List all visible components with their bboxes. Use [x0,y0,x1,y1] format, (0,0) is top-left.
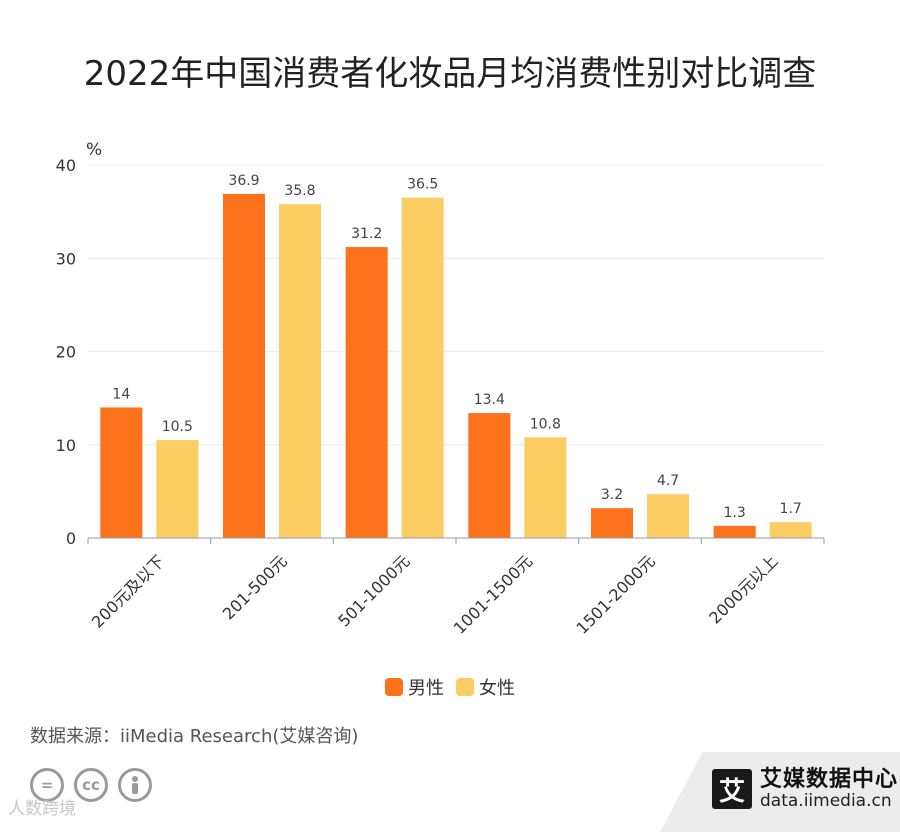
data-label: 10.5 [162,419,193,435]
data-label: 36.9 [228,173,259,189]
legend-swatch [456,678,474,696]
watermark: 人数跨境 [8,799,76,819]
bars [100,193,812,539]
bar-0-0 [100,407,143,538]
y-tick-label: 20 [56,343,76,362]
brand-logo-icon: 艾 [712,769,752,810]
data-label: 4.7 [657,473,679,489]
y-tick-label: 40 [56,156,76,175]
data-label: 35.8 [284,183,315,199]
chart-title: 2022年中国消费者化妆品月均消费性别对比调查 [83,54,817,94]
x-axis: 200元及以下 201-500元 501-1000元 1001-1500元 1501-2… [87,537,825,638]
data-label: 1.7 [780,501,802,517]
data-label: 31.2 [351,226,382,242]
y-axis: 0 10 20 30 40% [56,140,103,548]
y-tick-label: 30 [56,249,76,268]
bar-1-0 [156,440,199,538]
bar-0-1 [223,193,265,538]
bar-0-5 [713,525,756,538]
brand-url: data.iimedia.cn [760,791,892,812]
grid-lines [88,164,824,446]
data-label: 10.8 [530,416,561,432]
x-tick-label: 501-1000元 [334,551,413,630]
legend-swatch [385,678,403,696]
legend-item: 女性 [456,674,515,700]
person-icon [118,768,152,802]
bar-1-1 [279,204,321,539]
legend-label: 男性 [408,678,444,699]
y-unit-label: % [86,140,102,160]
bar-0-4 [591,508,633,538]
y-tick-label: 10 [56,436,76,455]
x-tick-label: 1001-1500元 [450,551,536,637]
x-tick-label: 201-500元 [219,551,291,623]
data-label: 3.2 [601,487,623,503]
bar-1-4 [647,494,689,538]
bar-chart: 0 10 20 30 40% 14 10.5 36.9 35.8 31.2 36.5 13.4 10.… [56,140,825,638]
brand: 艾 艾媒数据中心 data.iimedia.cn [712,767,899,812]
brand-name: 艾媒数据中心 [760,767,899,792]
x-tick-label: 1501-2000元 [572,551,658,637]
cc-icon: cc [74,768,108,802]
data-labels: 14 10.5 36.9 35.8 31.2 36.5 13.4 10.8 3.2 4.7 1.3 1… [112,173,801,521]
source-note: 数据来源：iiMedia Research(艾媒咨询) [30,726,359,747]
data-label: 36.5 [407,177,438,193]
equals-icon: = [30,768,64,802]
bar-1-3 [524,437,567,538]
bar-0-3 [468,413,511,538]
legend: 男性 女性 [0,674,900,701]
legend-label: 女性 [479,678,515,699]
data-label: 1.3 [724,505,746,521]
x-tick-label: 200元及以下 [88,551,168,631]
bar-0-2 [345,247,388,538]
license-icons: = cc [30,768,152,802]
y-tick-label: 0 [66,529,76,548]
bar-1-2 [401,197,444,538]
bar-1-5 [769,522,812,538]
legend-item: 男性 [385,674,444,700]
data-label: 14 [112,386,130,402]
x-tick-label: 2000元以上 [705,551,781,627]
data-label: 13.4 [474,392,505,408]
